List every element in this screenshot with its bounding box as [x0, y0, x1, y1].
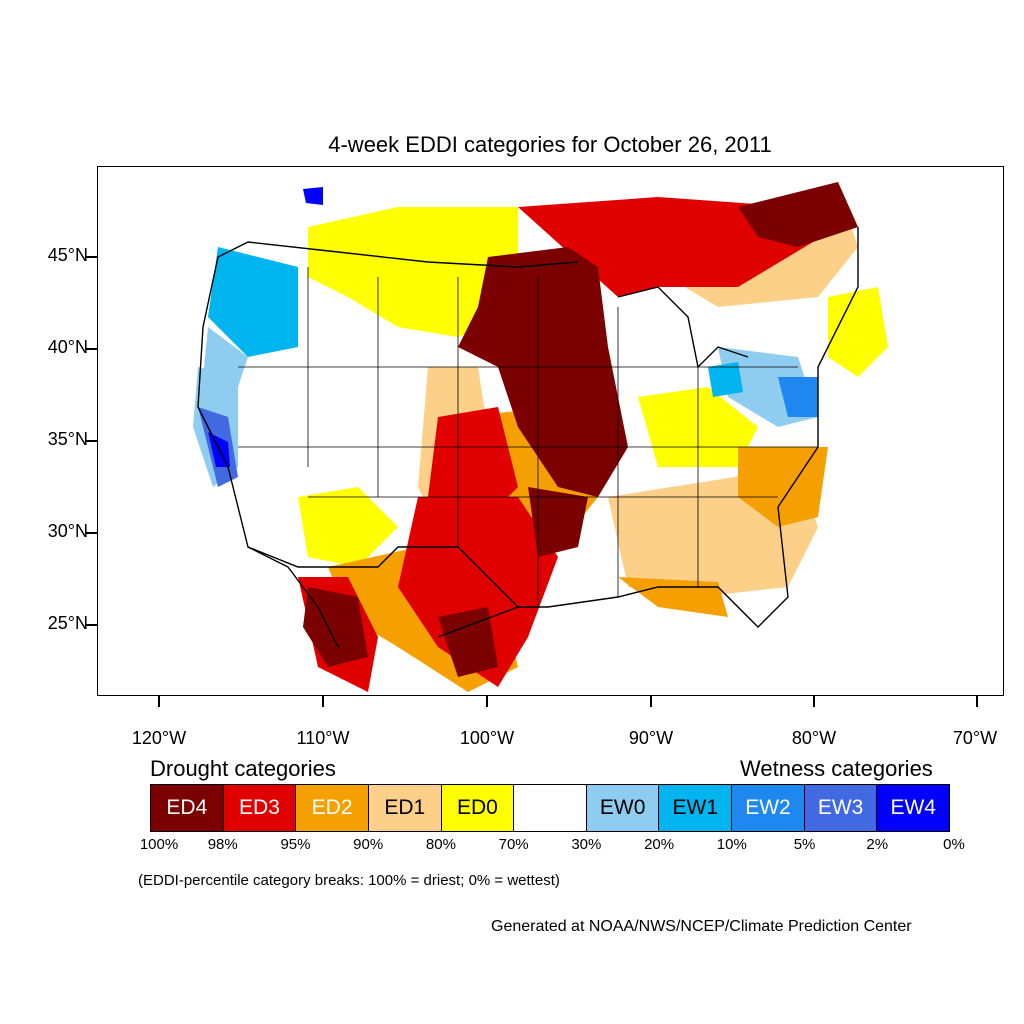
region-ed0-north: [308, 207, 518, 337]
us-mexico-border: [247, 546, 519, 608]
lat-label-35: 35°N: [47, 429, 88, 449]
legend-break-label: 5%: [793, 836, 816, 853]
region-ed0-west: [298, 487, 398, 567]
gulf-coast-outline: [437, 506, 789, 638]
region-ed4-midwest: [458, 247, 628, 497]
lat-label-40: 40°N: [47, 337, 88, 357]
legend-box-ew2: EW2: [732, 785, 805, 831]
legend-break-label: 98%: [207, 836, 238, 853]
lat-tick: [86, 624, 97, 626]
legend-box-ew0: EW0: [586, 785, 660, 831]
lat-label-30: 30°N: [47, 521, 88, 541]
lon-tick: [322, 696, 324, 707]
region-ew4-nw: [303, 187, 323, 205]
legend-break-label: 100%: [139, 836, 179, 853]
lon-tick: [158, 696, 160, 707]
map-panel: [97, 166, 1004, 696]
lat-tick: [86, 440, 97, 442]
state-lines: [238, 267, 818, 607]
legend-break-label: 95%: [280, 836, 311, 853]
legend-box-ew3: EW3: [804, 785, 878, 831]
legend-box-ed3: ED3: [223, 785, 297, 831]
legend-colorbar: ED4 ED3 ED2 ED1 ED0 EW0 EW1 EW2 EW3 EW4: [150, 784, 950, 832]
us-canada-border: [247, 241, 579, 268]
map-title: 4-week EDDI categories for October 26, 2…: [328, 132, 772, 157]
lon-label-70w: 70°W: [952, 728, 998, 748]
region-ed3-texas: [398, 497, 558, 687]
region-ew2-mid-atlantic: [778, 377, 818, 417]
lon-label-110w: 110°W: [296, 728, 350, 748]
lon-tick: [813, 696, 815, 707]
legend-break-label: 20%: [644, 836, 675, 853]
region-ew-pacnw: [208, 247, 298, 357]
region-ed4-northeast: [738, 182, 858, 247]
region-ed2-gulf: [618, 577, 728, 617]
lat-tick: [86, 348, 97, 350]
region-ed4-mexico-west: [303, 587, 368, 667]
legend-break-label: 0%: [943, 836, 965, 853]
drought-heading: Drought categories: [150, 756, 336, 781]
legend-note: (EDDI-percentile category breaks: 100% =…: [138, 872, 560, 889]
legend-break-label: 80%: [425, 836, 456, 853]
lon-tick: [486, 696, 488, 707]
lon-tick: [976, 696, 978, 707]
legend-box-ed2: ED2: [296, 785, 369, 831]
legend-box-ew4: EW4: [877, 785, 950, 831]
legend-box-ed1: ED1: [368, 785, 442, 831]
lat-tick: [86, 532, 97, 534]
legend-box-ew1: EW1: [659, 785, 733, 831]
region-ed4-texas: [528, 487, 588, 557]
lon-tick: [650, 696, 652, 707]
lat-label-45: 45°N: [47, 245, 88, 265]
legend-box-ed4: ED4: [151, 785, 224, 831]
eddi-map: [193, 177, 888, 692]
region-ew1-great-lakes: [708, 362, 743, 397]
lat-label-25: 25°N: [47, 613, 88, 633]
credit-text: Generated at NOAA/NWS/NCEP/Climate Predi…: [491, 918, 912, 935]
boundaries: [197, 227, 859, 648]
legend-break-label: 30%: [571, 836, 602, 853]
legend-box-neutral: [514, 785, 587, 831]
lat-tick: [86, 256, 97, 258]
legend-break-label: 70%: [498, 836, 529, 853]
west-coast-outline: [197, 241, 339, 648]
lon-label-120w: 120°W: [131, 728, 187, 748]
category-fills: [193, 177, 888, 692]
great-lakes-outline: [617, 286, 749, 369]
wetness-heading: Wetness categories: [740, 756, 933, 781]
legend-box-ed0: ED0: [441, 785, 515, 831]
legend-break-label: 90%: [353, 836, 384, 853]
lon-label-90w: 90°W: [628, 728, 674, 748]
region-ed0-ne: [828, 287, 888, 377]
lon-label-100w: 100°W: [459, 728, 515, 748]
legend-break-label: 10%: [716, 836, 747, 853]
lon-label-80w: 80°W: [791, 728, 837, 748]
region-ed4-mexico-east: [438, 607, 498, 677]
east-coast-outline: [777, 227, 859, 508]
legend-break-label: 2%: [866, 836, 889, 853]
